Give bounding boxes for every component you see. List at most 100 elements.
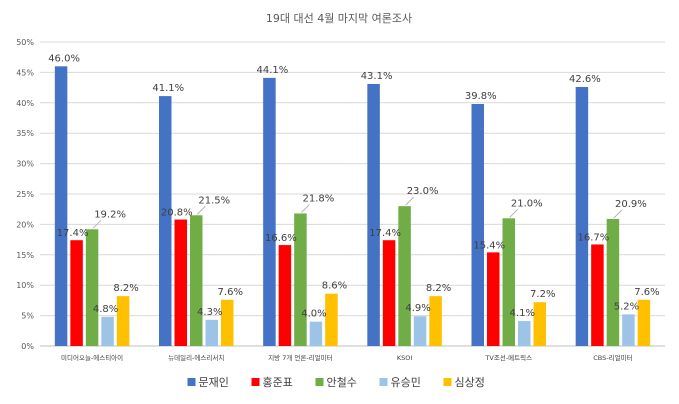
x-category-label: TV조선-메트릭스: [484, 353, 532, 362]
x-axis-categories: 미디어오늘-에스티아이 뉴데일리-에스리서치 지방 7개 언론-리얼미터 KSOI TV…: [61, 353, 633, 362]
bar: [382, 240, 396, 346]
y-tick-label: 35%: [16, 129, 34, 138]
data-label: 42.6%: [569, 74, 601, 85]
data-label: 21.5%: [198, 195, 230, 206]
leader-line: [405, 196, 414, 206]
bar: [518, 321, 531, 346]
y-tick-label: 40%: [16, 99, 34, 108]
y-tick-label: 0%: [21, 342, 34, 351]
y-tick-label: 5%: [21, 312, 34, 321]
leader-line: [509, 209, 519, 218]
data-label: 4.3%: [197, 307, 222, 318]
data-label: 21.8%: [303, 193, 335, 204]
data-label: 41.1%: [152, 83, 184, 94]
bar: [54, 66, 68, 346]
data-label: 7.6%: [218, 287, 243, 298]
legend-item: 홍준표: [251, 375, 293, 389]
y-tick-label: 15%: [16, 251, 34, 260]
data-label: 5.2%: [614, 301, 639, 312]
bar: [190, 215, 203, 346]
bar: [487, 252, 500, 346]
bar: [70, 240, 83, 346]
data-label: 46.0%: [48, 53, 80, 64]
x-category-label: KSOI: [397, 354, 413, 362]
bar: [101, 316, 114, 346]
bar: [174, 219, 187, 346]
bar: [637, 299, 651, 346]
data-label: 17.4%: [369, 228, 401, 239]
legend-swatch: [379, 378, 388, 386]
data-label: 19.2%: [94, 209, 126, 220]
data-labels: 46.0% 17.4% 19.2% 4.8% 8.2% 41.1% 20.8% 21.5% 4.…: [48, 53, 659, 319]
bars: [54, 66, 651, 347]
data-label: 4.8%: [93, 304, 118, 315]
leader-line: [92, 219, 102, 229]
bar: [398, 206, 411, 346]
leader-line: [613, 209, 623, 219]
data-label: 23.0%: [407, 186, 439, 197]
data-label: 20.9%: [615, 199, 647, 210]
bar: [205, 319, 218, 346]
gridlines: [40, 41, 665, 347]
data-label: 7.6%: [634, 287, 659, 298]
x-category-label: 미디어오늘-에스티아이: [61, 353, 123, 362]
bar: [471, 104, 484, 347]
legend-label: 문재인: [199, 376, 229, 389]
bar: [606, 218, 620, 346]
y-tick-label: 10%: [16, 281, 34, 290]
legend-item: 심상정: [443, 376, 485, 389]
legend-label: 안철수: [327, 376, 357, 389]
legend-swatch: [187, 378, 196, 386]
bar: [278, 245, 292, 346]
y-tick-label: 45%: [16, 68, 34, 77]
data-label: 15.4%: [473, 240, 505, 251]
bar: [533, 302, 546, 346]
legend-swatch: [251, 378, 260, 386]
data-label: 17.4%: [57, 228, 89, 239]
bar: [85, 229, 99, 346]
x-category-label: CBS-리얼미터: [593, 353, 632, 362]
data-label: 4.0%: [301, 309, 326, 320]
legend-item: 문재인: [187, 376, 229, 389]
bar: [429, 296, 442, 346]
data-label: 8.2%: [113, 283, 138, 294]
data-label: 21.0%: [511, 198, 543, 209]
legend: 문재인 홍준표 안철수 유승민 심상정: [187, 375, 485, 389]
legend-label: 홍준표: [263, 375, 293, 389]
legend-label: 유승민: [391, 376, 421, 389]
data-label: 43.1%: [361, 71, 393, 82]
bar: [309, 321, 323, 346]
bar: [575, 86, 589, 346]
data-label: 20.8%: [161, 208, 193, 219]
data-label: 8.2%: [426, 283, 451, 294]
bar: [116, 296, 130, 346]
y-tick-label: 20%: [16, 220, 34, 229]
bar: [221, 299, 234, 346]
bar: [413, 316, 427, 346]
data-label: 7.2%: [530, 289, 555, 300]
legend-item: 안철수: [315, 376, 357, 389]
y-tick-label: 50%: [16, 38, 34, 47]
data-label: 4.9%: [405, 303, 430, 314]
data-label: 8.6%: [322, 281, 347, 292]
data-label: 16.6%: [265, 233, 297, 244]
legend-swatch: [315, 378, 324, 386]
legend-swatch: [443, 378, 452, 386]
bar: [159, 96, 172, 346]
bar: [294, 213, 307, 346]
x-category-label: 지방 7개 언론-리얼미터: [268, 353, 332, 362]
data-label: 4.1%: [510, 308, 535, 319]
bar: [622, 314, 635, 346]
chart-title: 19대 대선 4월 마지막 여론조사: [266, 12, 412, 25]
bar: [591, 244, 604, 346]
legend-label: 심상정: [455, 376, 485, 389]
y-tick-label: 25%: [16, 190, 34, 199]
data-label: 44.1%: [257, 65, 289, 76]
data-label: 39.8%: [465, 91, 497, 102]
bar: [263, 77, 276, 346]
legend-item: 유승민: [379, 376, 421, 389]
bar: [325, 293, 338, 346]
bar: [367, 83, 380, 347]
y-axis-ticks: 0% 5% 10% 15% 20% 25% 30% 35% 40% 45% 50%: [16, 38, 34, 351]
